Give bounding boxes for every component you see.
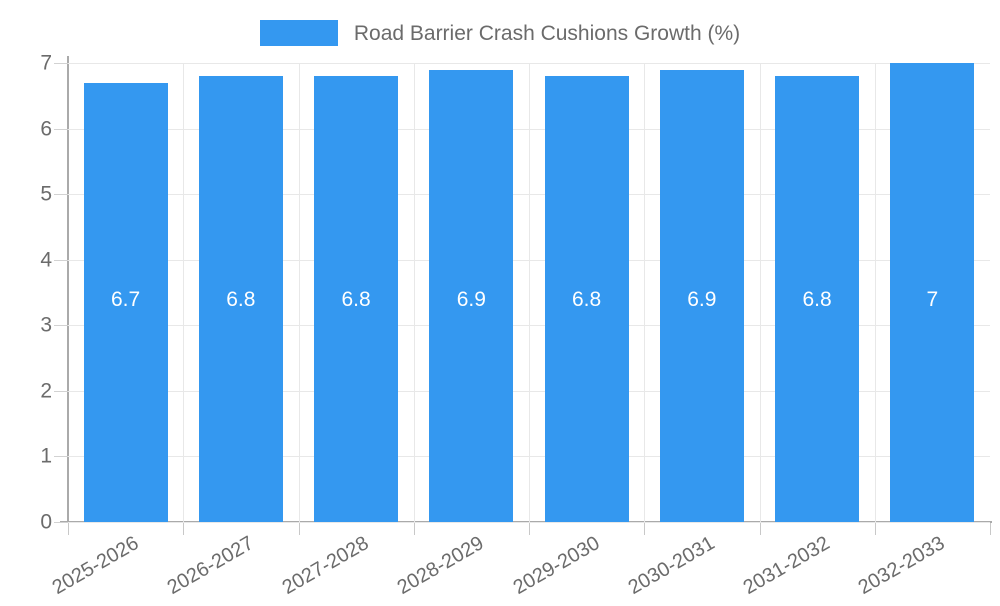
x-axis-tick-mark <box>990 523 991 535</box>
x-axis-label: 2030-2031 <box>624 532 719 600</box>
x-axis-tick-mark <box>298 523 300 535</box>
y-axis-label: 5 <box>40 182 52 206</box>
x-axis-label: 2026-2027 <box>163 532 258 600</box>
bar[interactable]: 7 <box>890 63 975 522</box>
gridline-vertical <box>759 63 761 522</box>
bar[interactable]: 6.8 <box>775 76 860 522</box>
y-axis-label: 2 <box>40 379 52 403</box>
y-axis-tick-mark <box>54 390 68 392</box>
bar[interactable]: 6.7 <box>83 82 168 522</box>
x-axis-tick-mark <box>413 523 415 535</box>
y-axis-label: 4 <box>40 248 52 272</box>
legend-color-swatch[interactable] <box>259 20 338 46</box>
y-axis-tick-mark <box>54 522 68 523</box>
x-axis-tick-mark <box>68 523 69 535</box>
y-axis-label: 0 <box>40 510 52 534</box>
y-axis-labels: 0 1 2 3 4 5 6 7 <box>0 0 52 600</box>
gridline-horizontal <box>68 522 990 523</box>
y-axis-line <box>67 56 69 523</box>
y-axis-tick-mark <box>54 259 68 261</box>
plot-area: 6.7 6.8 6.8 6.9 6.8 6.9 6.8 7 <box>68 63 990 523</box>
bar[interactable]: 6.9 <box>429 69 514 522</box>
x-axis-label: 2032-2033 <box>855 532 949 600</box>
x-axis-tick-mark <box>183 523 185 535</box>
y-axis-tick-mark <box>54 325 68 327</box>
y-axis-tick-mark <box>54 194 68 196</box>
chart-legend: Road Barrier Crash Cushions Growth (%) <box>0 14 1000 52</box>
gridline-vertical <box>874 63 876 522</box>
x-axis-tick-mark <box>529 523 530 535</box>
x-axis-tick-mark <box>644 523 646 535</box>
y-axis-tick-mark <box>54 63 68 64</box>
x-axis-label: 2031-2032 <box>739 532 834 600</box>
x-axis-label: 2025-2026 <box>48 532 143 600</box>
x-axis-label: 2029-2030 <box>509 532 604 600</box>
y-axis-tick-mark <box>54 456 68 458</box>
gridline-vertical <box>183 63 185 522</box>
y-axis-tick-mark <box>54 128 68 130</box>
legend-label[interactable]: Road Barrier Crash Cushions Growth (%) <box>353 21 741 45</box>
y-axis-label: 6 <box>40 117 52 141</box>
x-axis-tick-mark <box>874 523 876 535</box>
gridline-vertical <box>413 63 415 522</box>
x-axis-label: 2027-2028 <box>278 532 373 600</box>
gridline-vertical <box>644 63 646 522</box>
bar[interactable]: 6.9 <box>659 69 744 522</box>
y-axis-label: 1 <box>40 444 52 468</box>
gridline-vertical <box>298 63 300 522</box>
x-axis-label: 2028-2029 <box>394 532 488 600</box>
y-axis-label: 3 <box>40 313 52 337</box>
x-axis-tick-mark <box>759 523 761 535</box>
y-axis-label: 7 <box>40 51 52 75</box>
gridline-vertical <box>529 63 530 522</box>
